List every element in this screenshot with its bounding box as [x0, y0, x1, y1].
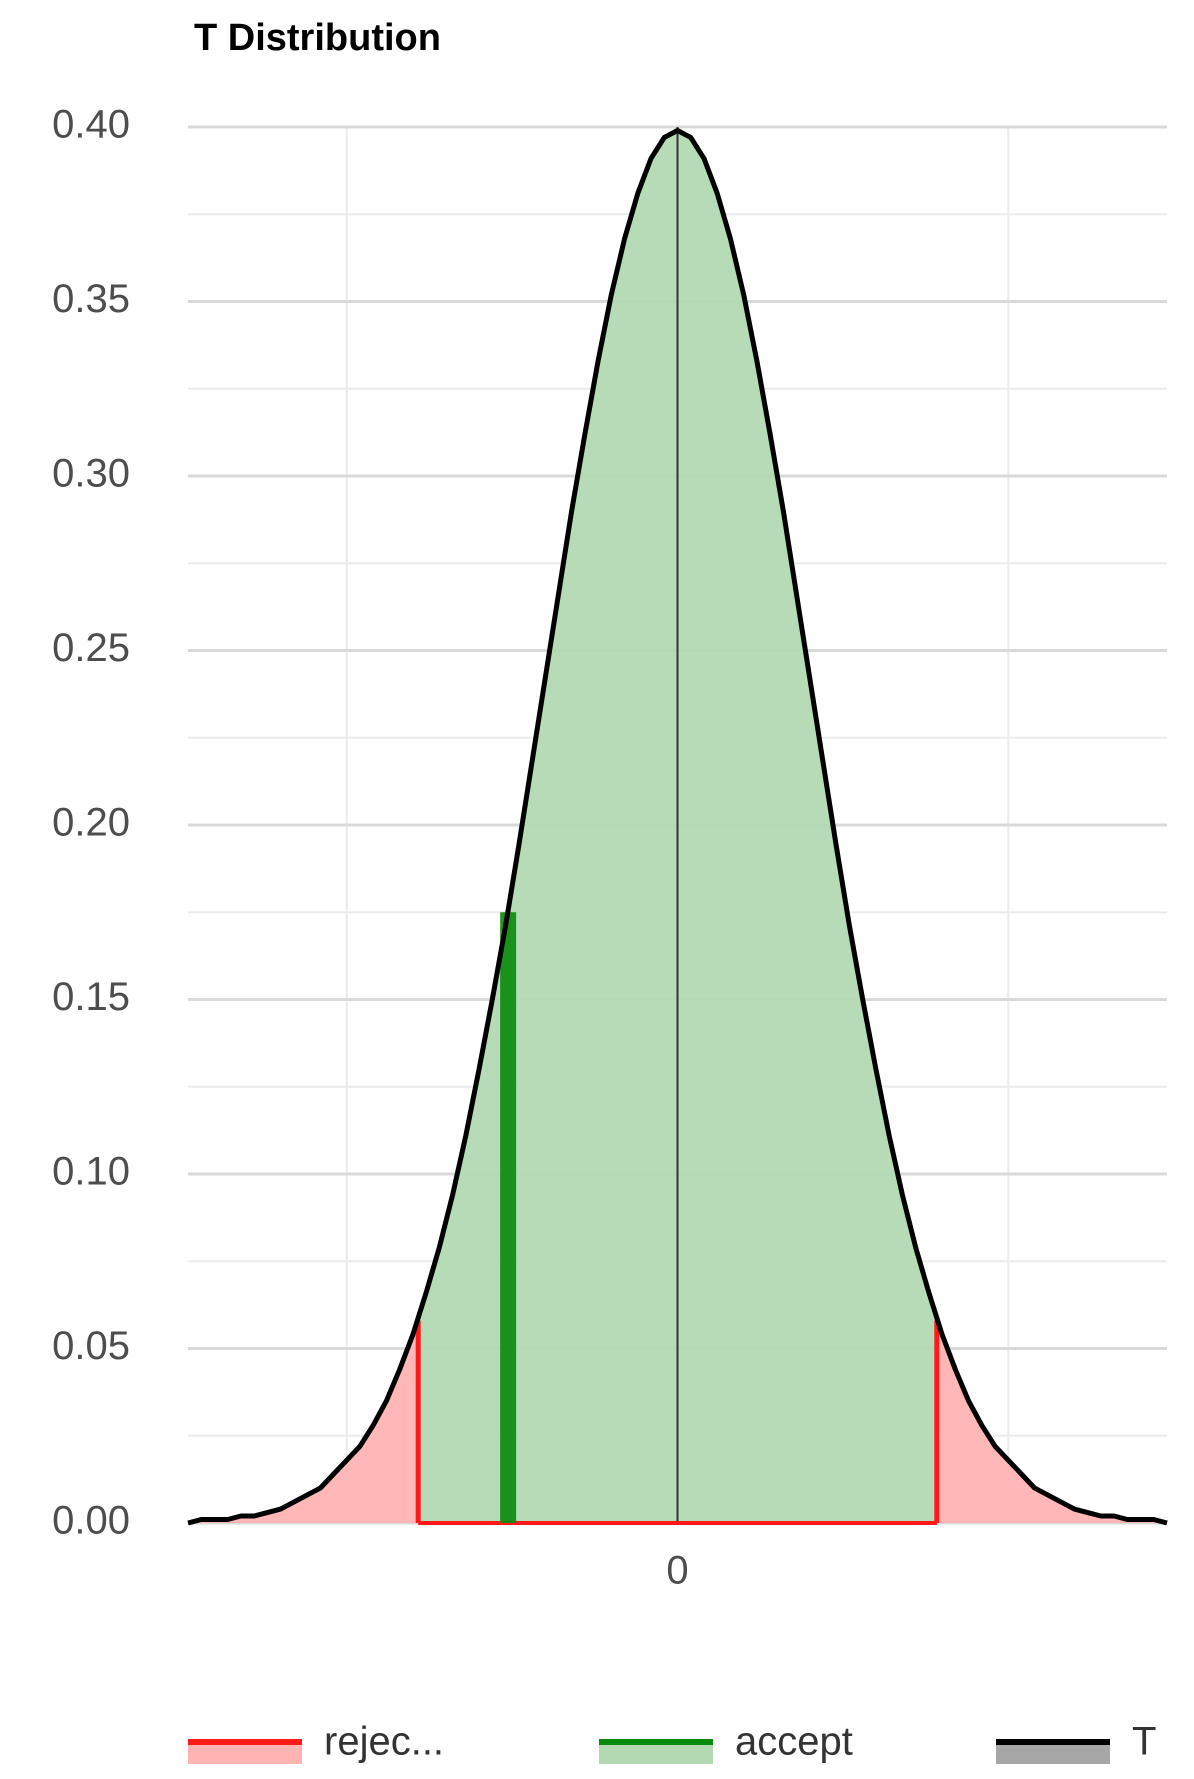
legend-label: accept	[735, 1720, 853, 1764]
legend-key-fill	[996, 1742, 1110, 1764]
y-tick-label: 0.30	[52, 452, 130, 496]
y-tick-label: 0.15	[52, 975, 130, 1019]
y-tick-label: 0.40	[52, 103, 130, 147]
density-curve	[187, 127, 1168, 1526]
reject-region	[188, 1320, 419, 1523]
y-tick-label: 0.20	[52, 801, 130, 845]
reject-region	[936, 1320, 1167, 1523]
legend-key-fill	[188, 1742, 302, 1764]
y-tick-label: 0.35	[52, 277, 130, 321]
x-tick-label: 0	[666, 1549, 688, 1593]
legend-label: rejec...	[324, 1720, 444, 1764]
y-tick-label: 0.05	[52, 1324, 130, 1368]
y-tick-label: 0.10	[52, 1150, 130, 1194]
y-tick-label: 0.25	[52, 626, 130, 670]
chart-title: T Distribution	[194, 17, 441, 59]
legend-label: T	[1132, 1720, 1156, 1764]
legend-key-fill	[599, 1742, 713, 1764]
y-tick-label: 0.00	[52, 1499, 130, 1543]
